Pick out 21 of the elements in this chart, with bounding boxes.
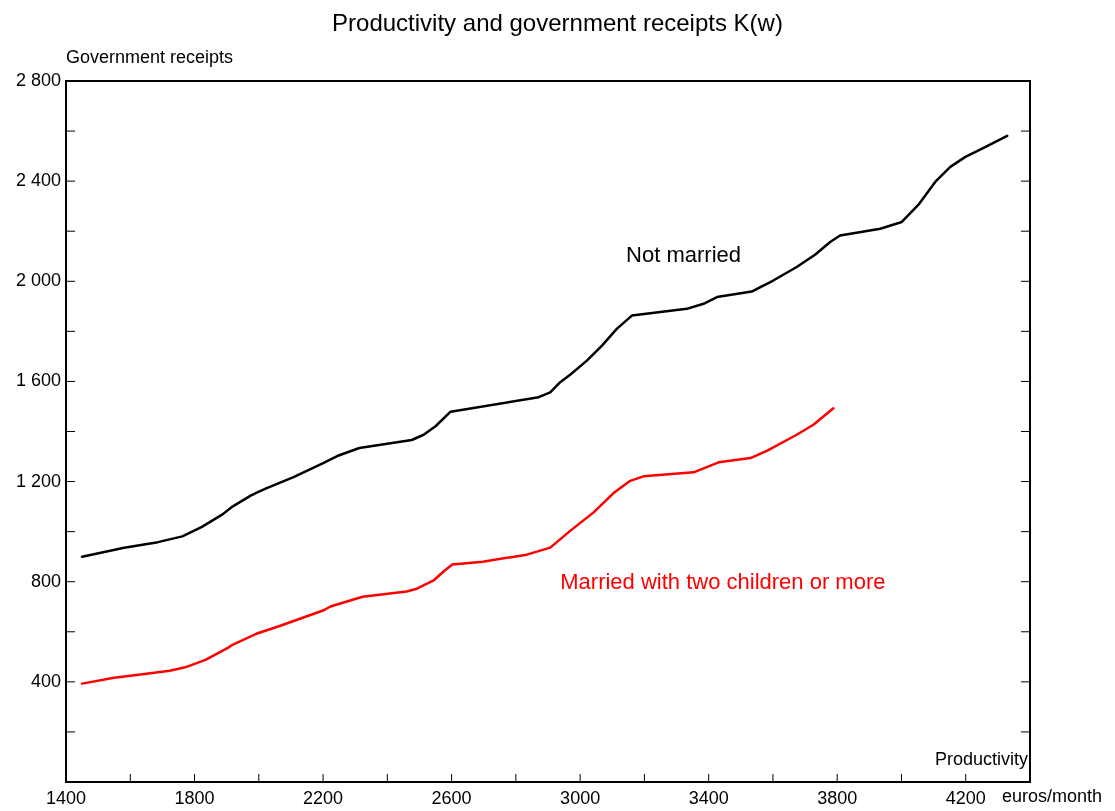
x-tick-label: 1400: [45, 787, 87, 808]
x-tick-label: 2600: [431, 787, 472, 808]
x-tick-label: 3800: [817, 787, 858, 808]
y-tick-label: 1 200: [15, 470, 61, 491]
x-tick-label: 3400: [688, 787, 729, 808]
y-tick-label: 400: [30, 670, 61, 691]
y-tick-label: 2 000: [15, 270, 61, 291]
x-tick-label: 2200: [303, 787, 344, 808]
y-axis-title: Government receipts: [66, 46, 234, 67]
text: euros/month: [1002, 785, 1103, 806]
y-tick-label: 2 800: [15, 69, 61, 90]
series-label: Not married: [626, 241, 741, 267]
series-label: Married with two children or more: [560, 568, 886, 594]
x-axis-title: Productivity: [934, 748, 1028, 769]
x-tick-label: 4200: [945, 787, 986, 808]
chart-title: Productivity and government receipts K(w): [332, 8, 783, 36]
x-tick-label: 3000: [560, 787, 601, 808]
x-tick-label: 1800: [174, 787, 215, 808]
y-tick-label: 1 600: [15, 370, 61, 391]
y-tick-label: 800: [30, 570, 61, 591]
y-tick-label: 2 400: [15, 170, 61, 191]
